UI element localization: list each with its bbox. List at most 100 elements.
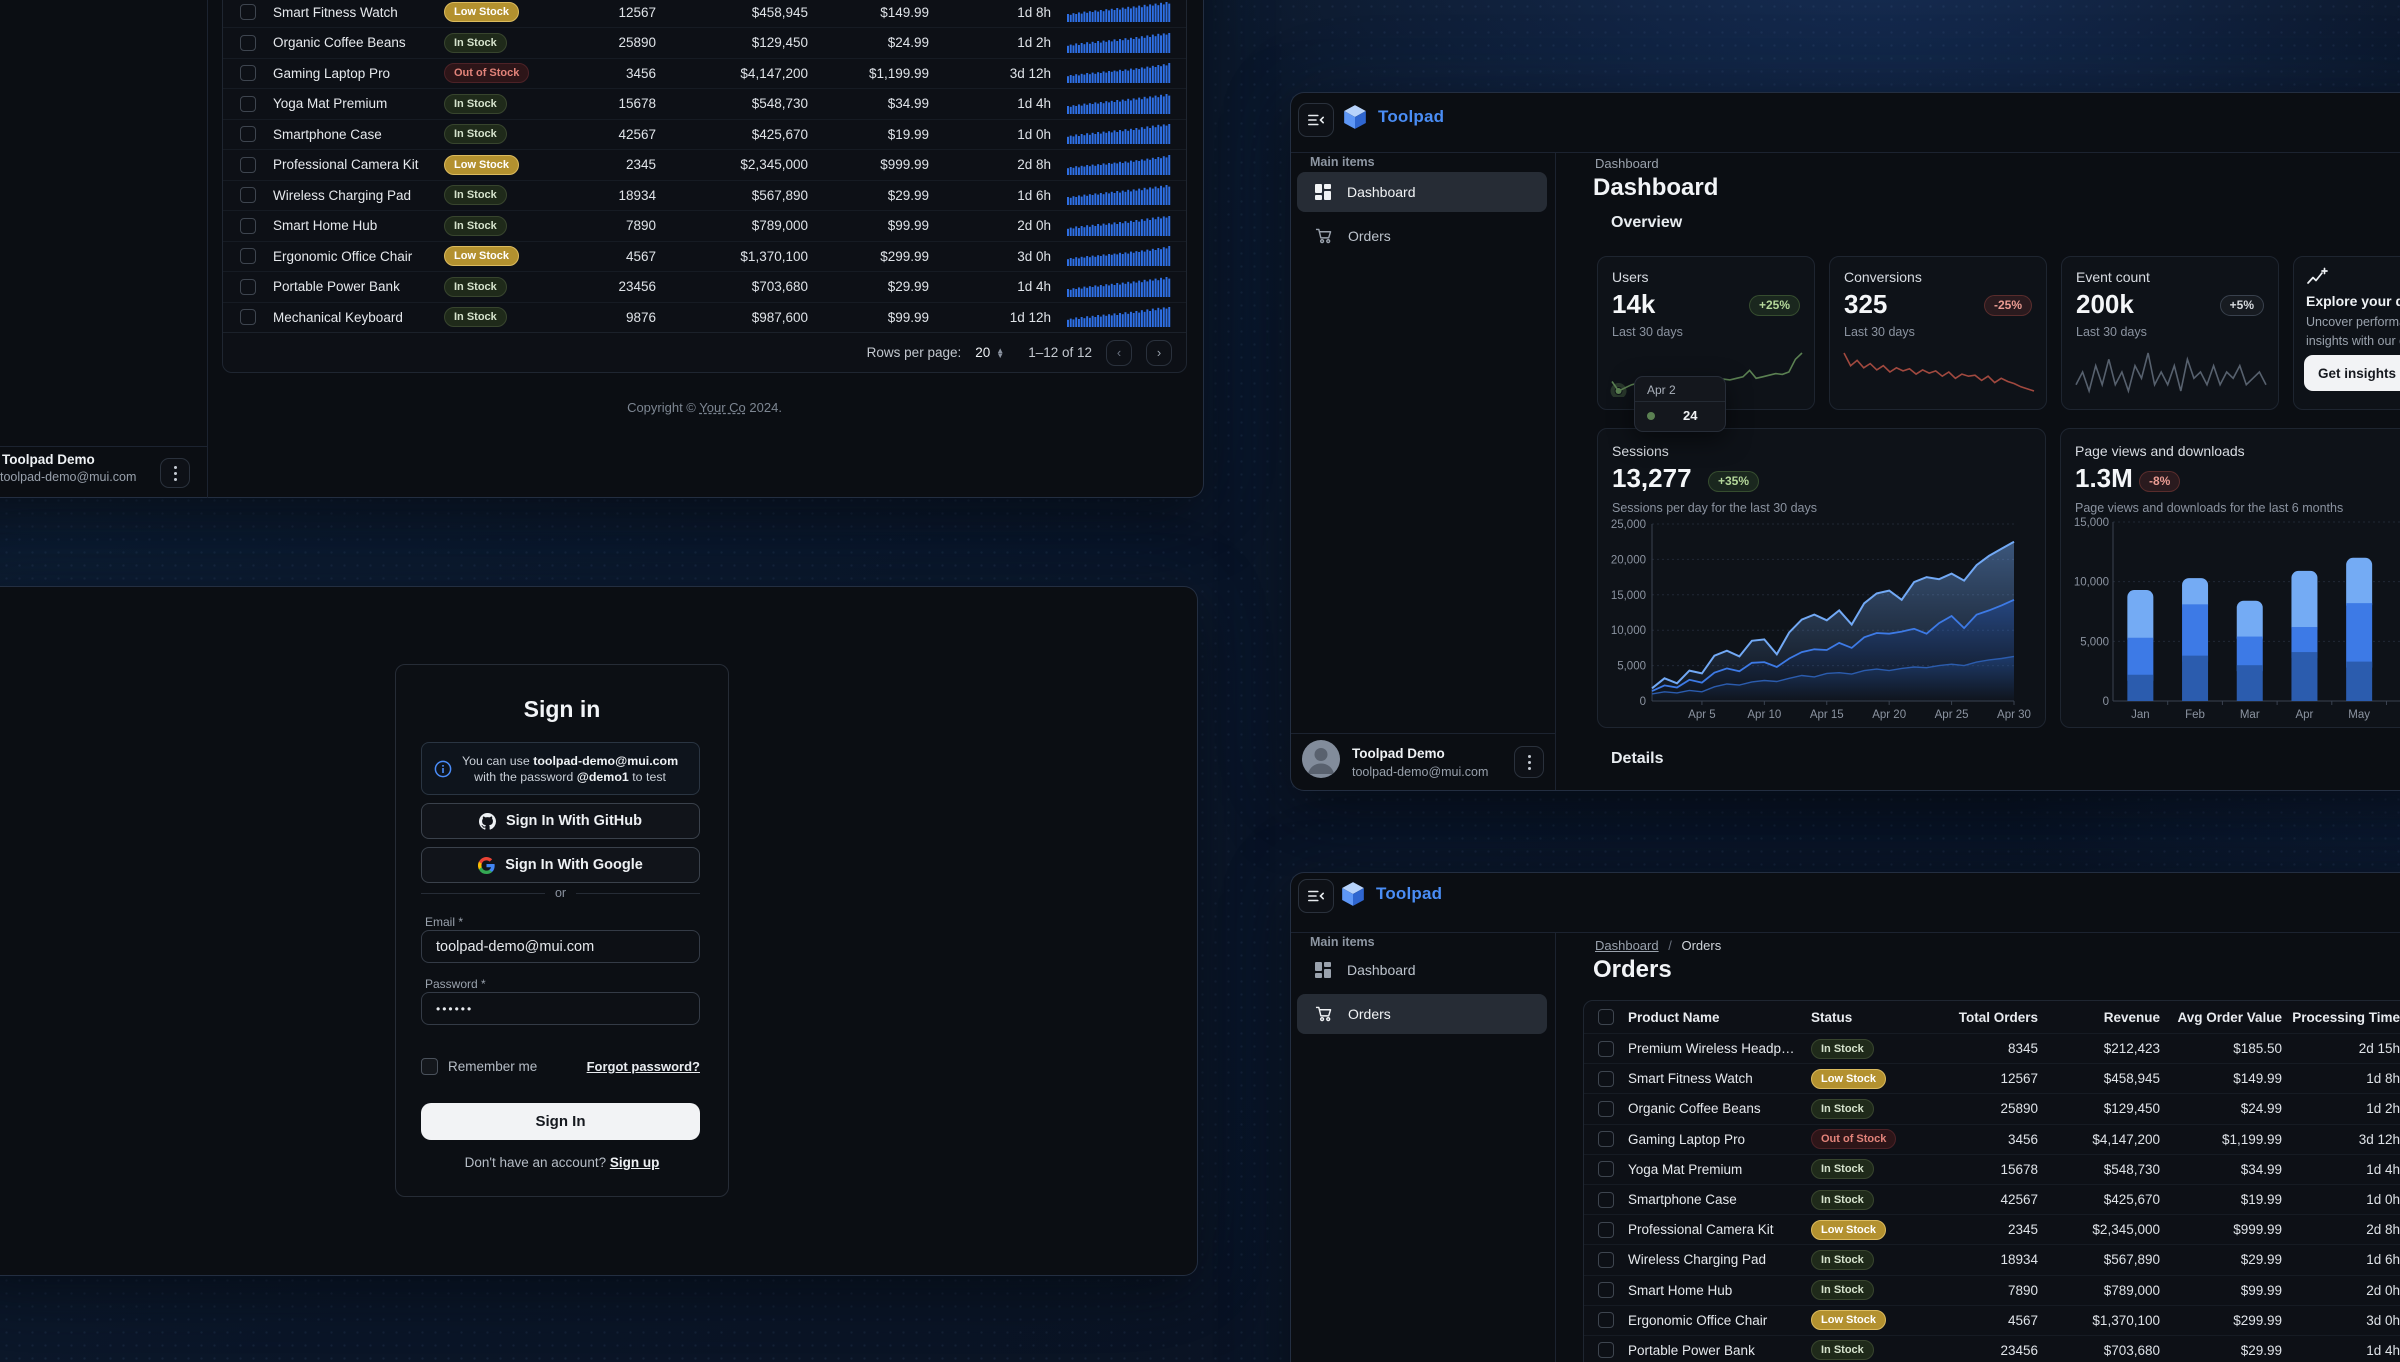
row-checkbox[interactable] [240,126,256,143]
table-row[interactable]: Ergonomic Office Chair Low Stock 4567 $1,37… [1584,1304,2400,1335]
brand-name[interactable]: Toolpad [1378,107,1445,126]
select-all-checkbox[interactable] [1598,1009,1614,1025]
row-checkbox[interactable] [1598,1191,1614,1208]
table-row[interactable]: Organic Coffee Beans In Stock 25890 $129,45… [223,27,1186,58]
table-row[interactable]: Yoga Mat Premium In Stock 15678 $548,730 $34… [223,88,1186,119]
table-row[interactable]: Professional Camera Kit Low Stock 2345 $2,3… [1584,1214,2400,1244]
column-header[interactable]: Processing Time [2292,1009,2400,1025]
remember-me-checkbox[interactable] [421,1058,438,1075]
account-menu-button[interactable] [1514,746,1544,778]
table-row[interactable]: Portable Power Bank In Stock 23456 $703,680… [223,271,1186,302]
row-checkbox[interactable] [240,34,256,51]
orders-table-card: Product Name Status Total Orders Revenue Avg… [1583,1000,2400,1362]
table-row[interactable]: Premium Wireless Headphones In Stock 8345 $… [1584,1033,2400,1063]
processing-time: 1d 4h [1017,96,1051,112]
account-menu-button[interactable] [160,458,190,488]
column-header[interactable]: Status [1811,1009,1853,1025]
row-checkbox[interactable] [1598,1161,1614,1178]
breadcrumb[interactable]: Dashboard [1595,156,1659,171]
tooltip-series-dot [1647,411,1655,420]
sidebar-item-orders[interactable]: Orders [1297,994,1547,1034]
breadcrumb-dashboard-link[interactable]: Dashboard [1595,938,1659,953]
table-row[interactable]: Mechanical Keyboard In Stock 9876 $987,600 $… [223,301,1186,333]
table-row[interactable]: Smart Home Hub In Stock 7890 $789,000 $99.99… [223,210,1186,241]
password-field[interactable]: •••••• [421,992,700,1025]
column-header[interactable]: Total Orders [1958,1009,2038,1025]
row-checkbox[interactable] [240,248,256,265]
forgot-password-link[interactable]: Forgot password? [586,1059,700,1074]
column-header[interactable]: Product Name [1628,1009,1720,1025]
row-checkbox[interactable] [1598,1040,1614,1057]
row-checkbox[interactable] [1598,1342,1614,1359]
revenue: $4,147,200 [740,65,808,81]
table-row[interactable]: Portable Power Bank In Stock 23456 $703,680… [1584,1334,2400,1362]
svg-text:May: May [2348,709,2370,721]
row-checkbox[interactable] [1598,1070,1614,1087]
row-checkbox[interactable] [1598,1282,1614,1299]
get-insights-button[interactable]: Get insights› [2304,355,2400,391]
table-row[interactable]: Smart Fitness Watch Low Stock 12567 $458,94… [1584,1063,2400,1093]
rows-per-page-select[interactable]: 20 ▲ ▼ [975,345,1005,360]
row-checkbox[interactable] [240,278,256,295]
row-checkbox[interactable] [240,65,256,82]
row-checkbox[interactable] [240,217,256,234]
avg-order-value: $1,199.99 [2221,1131,2282,1147]
next-page-button[interactable]: › [1146,339,1172,366]
product-name: Organic Coffee Beans [1628,1101,1761,1117]
pageviews-value: 1.3M [2075,463,2133,493]
table-row[interactable]: Ergonomic Office Chair Low Stock 4567 $1,37… [223,240,1186,272]
row-checkbox[interactable] [1598,1100,1614,1117]
row-checkbox[interactable] [240,95,256,112]
table-row[interactable]: Smartphone Case In Stock 42567 $425,670 $19.… [223,118,1186,150]
github-signin-button[interactable]: Sign In With GitHub [421,803,700,839]
breadcrumb-separator: / [1668,938,1672,953]
stat-caption: Last 30 days [1612,325,1683,339]
product-name: Smart Fitness Watch [273,4,398,20]
column-header[interactable]: Avg Order Value [2177,1009,2282,1025]
table-row[interactable]: Smart Fitness Watch Low Stock 12567 $458,94… [223,0,1186,27]
revenue: $548,730 [2103,1161,2160,1177]
menu-collapse-icon [1307,114,1325,126]
column-header[interactable]: Revenue [2103,1009,2160,1025]
google-icon [478,856,495,874]
revenue: $1,370,100 [2092,1312,2160,1328]
sidebar-toggle-button[interactable] [1298,103,1334,137]
table-row[interactable]: Gaming Laptop Pro Out of Stock 3456 $4,147,… [223,57,1186,89]
table-row[interactable]: Professional Camera Kit Low Stock 2345 $2,3… [223,149,1186,180]
revenue: $703,680 [2103,1342,2160,1358]
email-field[interactable]: toolpad-demo@mui.com [421,930,700,963]
sidebar-toggle-button[interactable] [1298,879,1334,913]
row-checkbox[interactable] [240,309,256,326]
signup-link[interactable]: Sign up [609,1155,660,1170]
brand-name[interactable]: Toolpad [1376,884,1443,903]
row-checkbox[interactable] [240,156,256,173]
sidebar-item-dashboard[interactable]: Dashboard [1297,172,1547,212]
row-checkbox[interactable] [1598,1251,1614,1268]
table-row[interactable]: Gaming Laptop Pro Out of Stock 3456 $4,147,… [1584,1123,2400,1154]
status-badge: Out of Stock [444,63,530,84]
previous-page-button[interactable]: ‹ [1106,339,1132,366]
row-checkbox[interactable] [240,4,256,21]
table-row[interactable]: Smart Home Hub In Stock 7890 $789,000 $99.99… [1584,1274,2400,1305]
svg-text:5,000: 5,000 [2080,636,2109,648]
copyright-company-link[interactable]: Your Co [699,400,746,415]
sidebar-item-orders[interactable]: Orders [1297,218,1547,254]
table-row[interactable]: Smartphone Case In Stock 42567 $425,670 $19.… [1584,1183,2400,1214]
orders-sparkline [1067,185,1171,206]
product-name: Wireless Charging Pad [273,187,412,203]
processing-time: 1d 2h [1017,35,1051,51]
google-signin-button[interactable]: Sign In With Google [421,847,700,883]
row-checkbox[interactable] [1598,1131,1614,1148]
sidebar-item-dashboard[interactable]: Dashboard [1297,952,1547,988]
row-checkbox[interactable] [1598,1312,1614,1329]
signin-submit-button[interactable]: Sign In [421,1103,700,1140]
row-checkbox[interactable] [240,187,256,204]
total-orders: 18934 [2000,1252,2038,1268]
table-row[interactable]: Wireless Charging Pad In Stock 18934 $567,8… [1584,1244,2400,1274]
svg-text:Apr 30: Apr 30 [1997,709,2031,721]
row-checkbox[interactable] [1598,1221,1614,1238]
revenue: $2,345,000 [740,157,808,173]
table-row[interactable]: Yoga Mat Premium In Stock 15678 $548,730 $34… [1584,1153,2400,1184]
table-row[interactable]: Wireless Charging Pad In Stock 18934 $567,8… [223,179,1186,211]
table-row[interactable]: Organic Coffee Beans In Stock 25890 $129,45… [1584,1093,2400,1123]
